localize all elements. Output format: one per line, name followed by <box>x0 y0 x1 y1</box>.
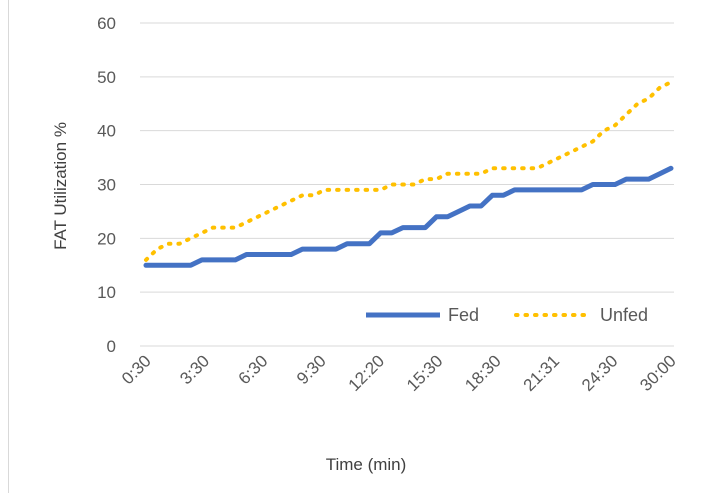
x-tick-label: 6:30 <box>235 351 272 388</box>
x-axis-ticks: 0:30 3:30 6:30 9:30 12:20 15:30 18:30 21:31 24:3… <box>118 351 680 395</box>
x-tick-label: 30:00 <box>636 351 680 395</box>
x-tick-label: 9:30 <box>293 351 330 388</box>
x-tick-label: 3:30 <box>176 351 213 388</box>
y-axis-title: FAT Utilization % <box>51 122 70 250</box>
x-tick-label: 12:20 <box>345 351 389 395</box>
frame-border <box>8 0 9 493</box>
series-lines <box>143 80 674 268</box>
x-tick-label: 0:30 <box>118 351 155 388</box>
series-line-unfed <box>144 80 673 262</box>
y-tick-label: 10 <box>97 283 116 302</box>
y-tick-label: 30 <box>97 176 116 195</box>
gridlines <box>140 22 674 347</box>
y-tick-label: 0 <box>107 337 116 356</box>
y-tick-label: 50 <box>97 68 116 87</box>
x-tick-label: 24:30 <box>578 351 622 395</box>
y-tick-label: 40 <box>97 122 116 141</box>
series-line-fed <box>143 165 674 268</box>
y-tick-label: 20 <box>97 229 116 248</box>
legend: Fed Unfed <box>366 305 648 325</box>
y-axis-ticks: 0 10 20 30 40 50 60 <box>97 14 116 356</box>
x-tick-label: 21:31 <box>520 351 564 395</box>
x-tick-label: 15:30 <box>403 351 447 395</box>
y-tick-label: 60 <box>97 14 116 33</box>
x-tick-label: 18:30 <box>461 351 505 395</box>
x-axis-title: Time (min) <box>326 455 407 474</box>
legend-label-unfed: Unfed <box>600 305 648 325</box>
legend-label-fed: Fed <box>448 305 479 325</box>
